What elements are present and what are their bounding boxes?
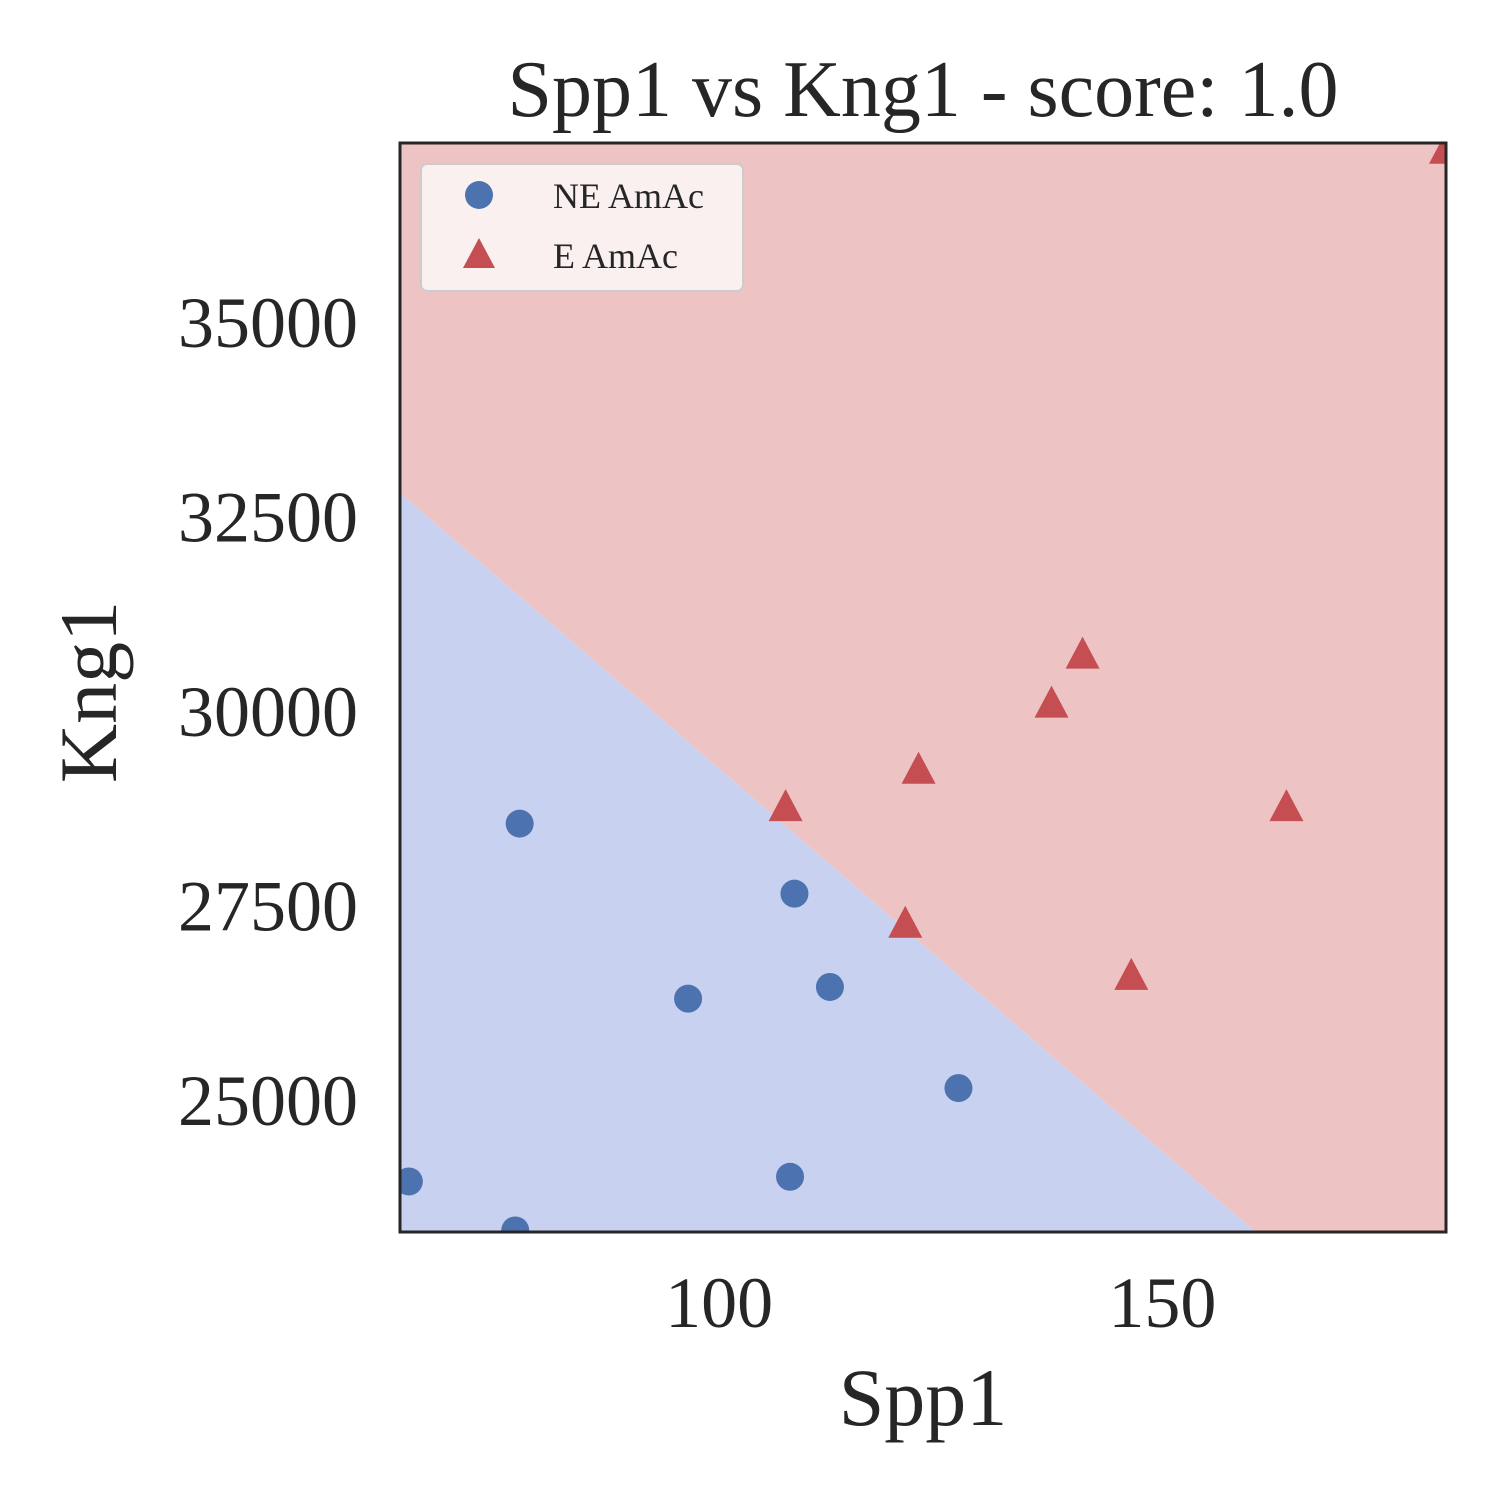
legend-marker-e-amac [463,238,495,268]
x-axis-ticks: 100 150 [665,1263,1216,1343]
data-point-e-amac [901,751,936,784]
data-points [400,143,1446,1232]
x-tick-label: 150 [1108,1263,1216,1343]
data-point-ne-amac [501,1216,530,1232]
chart-title: Spp1 vs Kng1 - score: 1.0 [507,46,1338,134]
x-tick-label: 100 [665,1263,773,1343]
legend-label-e-amac: E AmAc [553,236,678,276]
data-point-e-amac [1034,685,1069,718]
y-tick-label: 27500 [178,866,358,946]
data-point-ne-amac [776,1162,805,1191]
y-axis-ticks: 25000 27500 30000 32500 35000 [178,283,358,1141]
data-point-e-amac [888,905,923,938]
data-point-ne-amac [815,972,844,1001]
y-tick-label: 30000 [178,672,358,752]
data-point-ne-amac [400,1167,423,1196]
y-tick-label: 32500 [178,477,358,557]
legend-marker-ne-amac [465,181,493,209]
x-axis-title: Spp1 [839,1352,1008,1443]
region-ne-amac [400,493,1256,1232]
data-point-ne-amac [944,1074,973,1103]
data-point-ne-amac [780,879,809,908]
region-e-amac [400,143,1446,1232]
plot-frame [398,141,1448,1234]
data-point-e-amac [1065,636,1100,669]
y-axis-title: Kng1 [43,601,134,783]
data-point-e-amac [1269,789,1304,822]
data-point-e-amac [768,789,803,822]
legend-label-ne-amac: NE AmAc [553,176,704,216]
legend-box [420,163,744,292]
data-point-e-amac [1429,143,1446,164]
legend: NE AmAc E AmAc [420,163,744,292]
data-point-e-amac [1114,957,1149,990]
y-tick-label: 25000 [178,1061,358,1141]
data-point-ne-amac [505,809,534,838]
y-tick-label: 35000 [178,283,358,363]
data-point-ne-amac [674,984,703,1013]
